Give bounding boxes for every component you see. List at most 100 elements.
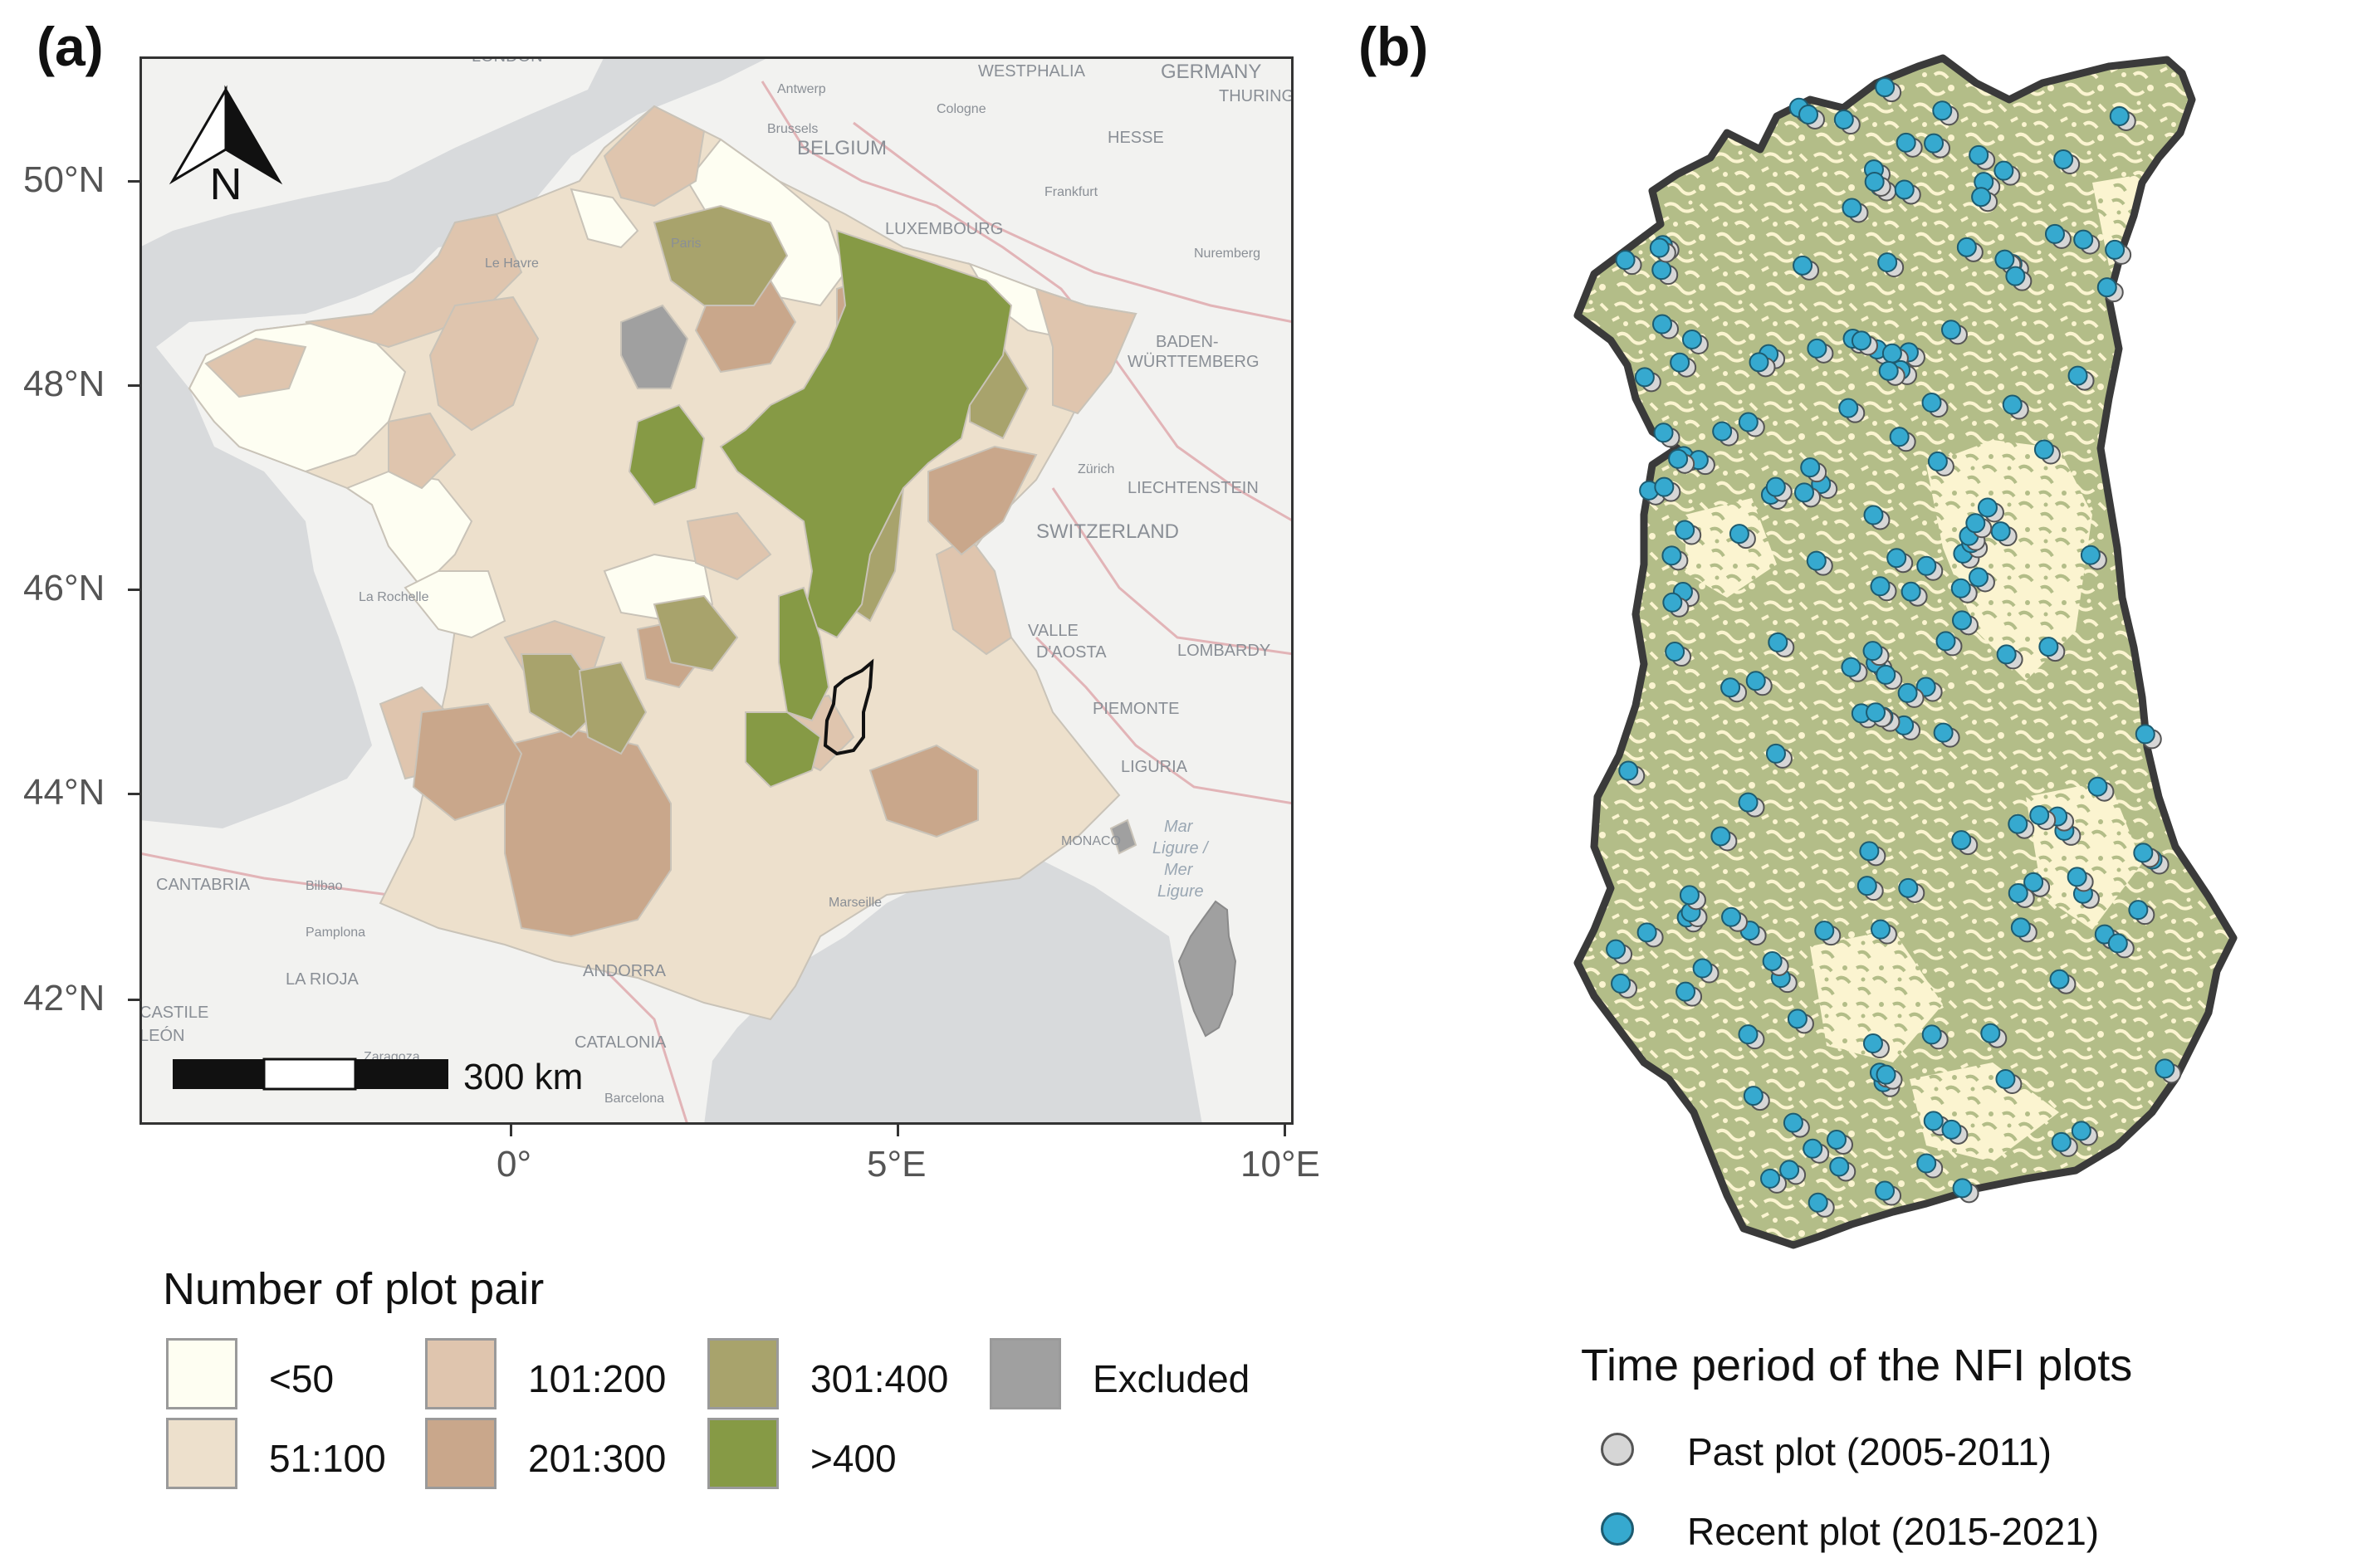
recent-plot-point	[2008, 882, 2028, 903]
lon-tick-10: 10°E	[1240, 1144, 1320, 1185]
recent-plot-point	[2010, 917, 2031, 938]
recent-plot-point	[1654, 476, 1675, 497]
recent-plot-point	[2067, 365, 2088, 386]
map-label-lehavre: Le Havre	[485, 256, 539, 271]
recent-plot-point	[1806, 550, 1827, 571]
recent-plot-point	[2049, 969, 2070, 989]
recent-plot-point	[1803, 1138, 1823, 1159]
legend-swatch-301-400	[707, 1338, 779, 1409]
recent-plot-point	[1712, 421, 1733, 442]
recent-plot-point	[1760, 1168, 1781, 1189]
recent-plot-point	[1941, 1119, 1962, 1140]
recent-plot-point	[1875, 77, 1896, 98]
map-label-bilbao: Bilbao	[306, 879, 343, 893]
recent-plot-point	[1980, 1023, 2001, 1043]
france-map: LONDON WESTPHALIA GERMANY THURING Antwer…	[139, 56, 1294, 1125]
recent-plot-point	[1668, 448, 1689, 469]
recent-plot-point	[1923, 1111, 1944, 1131]
recent-plot-point	[1994, 249, 2015, 270]
scale-bar: 300 km	[173, 1057, 583, 1097]
recent-plot-point	[1675, 520, 1695, 540]
recent-plot-point	[1977, 497, 1998, 518]
recent-plot-point	[1841, 657, 1861, 677]
legend-recent-plot-marker	[1601, 1512, 1634, 1546]
recent-plot-point	[1729, 524, 1749, 545]
legend-past-plot-label: Past plot (2005-2011)	[1687, 1430, 2052, 1473]
recent-plot-point	[1662, 592, 1683, 613]
recent-plot-point	[1765, 743, 1786, 764]
map-label-mar: Mar	[1164, 818, 1194, 836]
recent-plot-point	[2008, 813, 2028, 834]
recent-plot-point	[1679, 885, 1700, 906]
legend-label-51-100: 51:100	[269, 1437, 386, 1480]
recent-plot-point	[2096, 277, 2117, 298]
lat-tick-mark	[128, 793, 139, 795]
recent-plot-point	[1651, 260, 1672, 281]
recent-plot-point	[1935, 631, 1956, 652]
recent-plot-point	[1636, 922, 1657, 943]
map-label-cantabria: CANTABRIA	[156, 876, 251, 894]
recent-plot-point	[1618, 760, 1639, 781]
lat-tick-mark	[128, 589, 139, 591]
recent-plot-point	[1889, 427, 1910, 447]
map-label-catalonia: CATALONIA	[575, 1033, 667, 1052]
map-label-pamplona: Pamplona	[306, 926, 365, 940]
recent-plot-point	[2107, 933, 2128, 954]
legend-swatch-201-300	[425, 1418, 497, 1489]
lat-tick-mark	[128, 384, 139, 387]
recent-plot-point	[1951, 610, 1972, 631]
map-label-lombardy: LOMBARDY	[1177, 642, 1270, 660]
recent-plot-point	[1745, 671, 1766, 691]
recent-plot-point	[1851, 330, 1871, 351]
lon-tick-mark	[1284, 1125, 1286, 1136]
recent-plot-point	[1807, 338, 1827, 359]
map-label-piemonte: PIEMONTE	[1093, 700, 1179, 718]
recent-plot-point	[1652, 314, 1673, 335]
map-label-switzerland: SWITZERLAND	[1036, 520, 1179, 543]
recent-plot-point	[1940, 320, 1961, 340]
recent-plot-point	[1743, 1086, 1764, 1106]
lon-tick-5: 5°E	[867, 1144, 927, 1185]
lat-tick-mark	[128, 999, 139, 1001]
recent-plot-point	[1916, 555, 1937, 576]
recent-plot-point	[1721, 906, 1742, 927]
map-label-brussels: Brussels	[767, 122, 818, 136]
recent-plot-point	[1808, 1192, 1828, 1213]
legend-swatch-excluded	[990, 1338, 1061, 1409]
recent-plot-point	[1827, 1129, 1847, 1150]
recent-plot-point	[2109, 105, 2130, 126]
recent-plot-point	[1856, 876, 1877, 896]
map-label-germany: GERMANY	[1161, 61, 1261, 83]
legend-label-gt400: >400	[810, 1437, 897, 1480]
recent-plot-point	[1692, 958, 1713, 979]
recent-plot-point	[2044, 223, 2065, 244]
lat-tick-46: 46°N	[23, 568, 105, 608]
recent-plot-point	[1900, 581, 1921, 602]
recent-plot-point	[2073, 229, 2094, 250]
recent-plot-point	[1969, 144, 1989, 165]
recent-plot-point	[1916, 1153, 1937, 1174]
legend-label-excluded: Excluded	[1093, 1357, 1250, 1400]
recent-plot-point	[2067, 867, 2087, 887]
lon-tick-mark	[897, 1125, 899, 1136]
recent-plot-point	[1897, 682, 1918, 703]
recent-plot-point	[1833, 110, 1854, 130]
recent-plot-point	[1783, 1112, 1803, 1133]
recent-plot-point	[1894, 179, 1915, 200]
recent-plot-point	[1814, 921, 1835, 941]
panel-b-label: (b)	[1358, 16, 1429, 77]
map-label-zurich: Zürich	[1078, 462, 1114, 476]
recent-plot-point	[1720, 677, 1741, 698]
recent-plot-point	[1798, 104, 1819, 125]
map-label-baden: BADEN-	[1156, 333, 1219, 351]
recent-plot-point	[1794, 482, 1815, 503]
recent-plot-point	[2029, 805, 2050, 826]
recent-plot-point	[1877, 252, 1898, 273]
recent-plot-point	[1968, 567, 1989, 588]
map-label-liguria: LIGURIA	[1121, 758, 1188, 776]
recent-plot-point	[2071, 1121, 2091, 1141]
map-label-london: LONDON	[472, 56, 543, 66]
recent-plot-point	[1952, 1178, 1973, 1199]
recent-plot-point	[1765, 476, 1786, 497]
map-label-thuring: THURING	[1219, 87, 1294, 105]
